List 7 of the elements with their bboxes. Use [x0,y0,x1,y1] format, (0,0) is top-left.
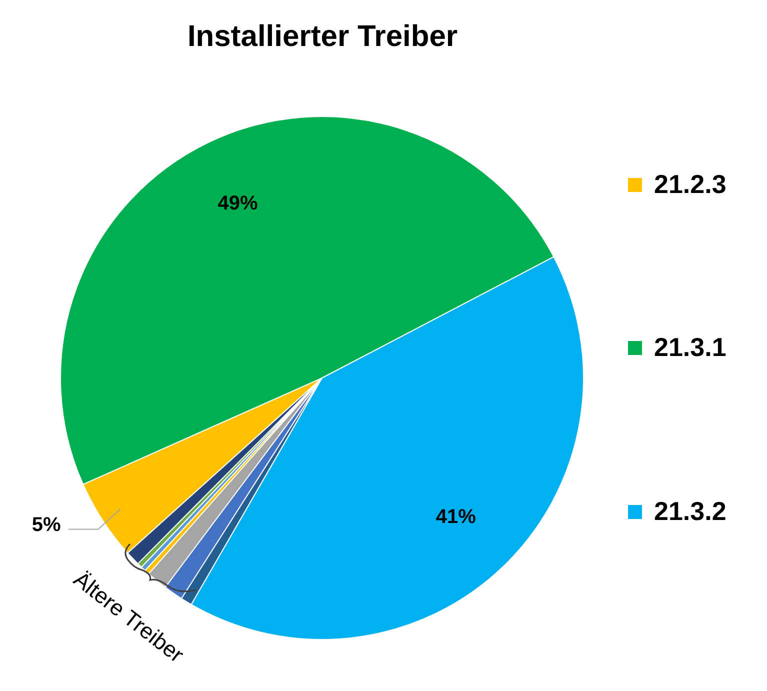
data-label: 5% [32,514,61,536]
data-label: 41% [436,506,476,528]
legend-label: 21.2.3 [654,169,726,200]
legend-label: 21.3.2 [654,496,726,527]
data-label: 49% [218,192,258,214]
chart-title: Installierter Treiber [186,20,459,54]
legend-label: 21.3.1 [654,332,726,363]
